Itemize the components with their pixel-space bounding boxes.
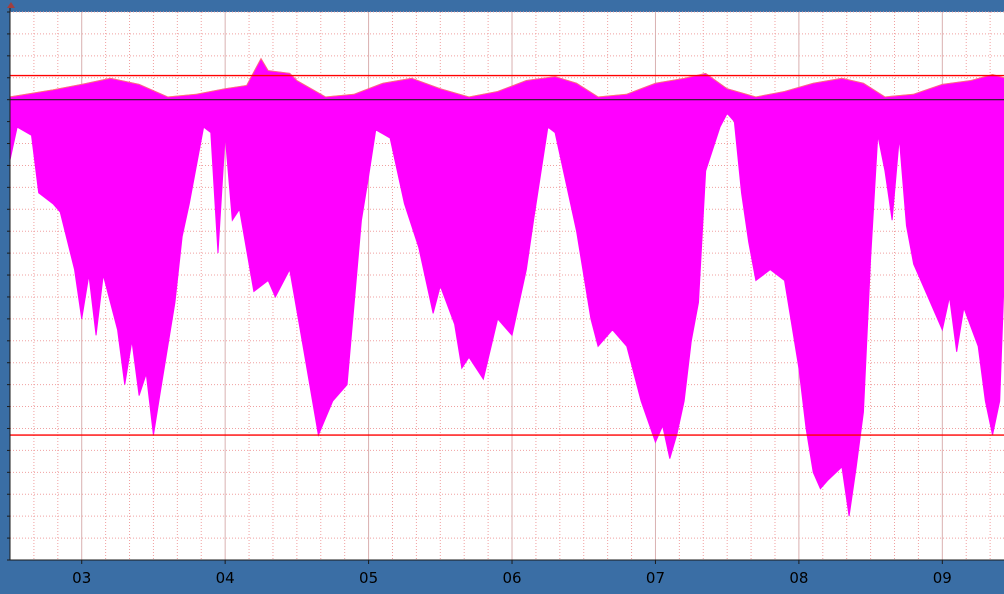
plot-area	[10, 57, 1004, 517]
x-tick-label: 09	[933, 569, 952, 587]
x-axis: 03 04 05 06 07 08 09	[10, 559, 1004, 587]
x-tick-label: 03	[72, 569, 91, 587]
x-tick-label: 08	[789, 569, 808, 587]
x-tick-label: 05	[359, 569, 378, 587]
corner-marker-icon	[7, 2, 15, 8]
reference-lines	[10, 74, 1004, 436]
x-tick-label: 06	[502, 569, 521, 587]
y-axis	[7, 8, 11, 561]
x-tick-label: 04	[216, 569, 235, 587]
x-tick-label: 07	[646, 569, 665, 587]
series-upper-edge-0	[10, 57, 1004, 98]
